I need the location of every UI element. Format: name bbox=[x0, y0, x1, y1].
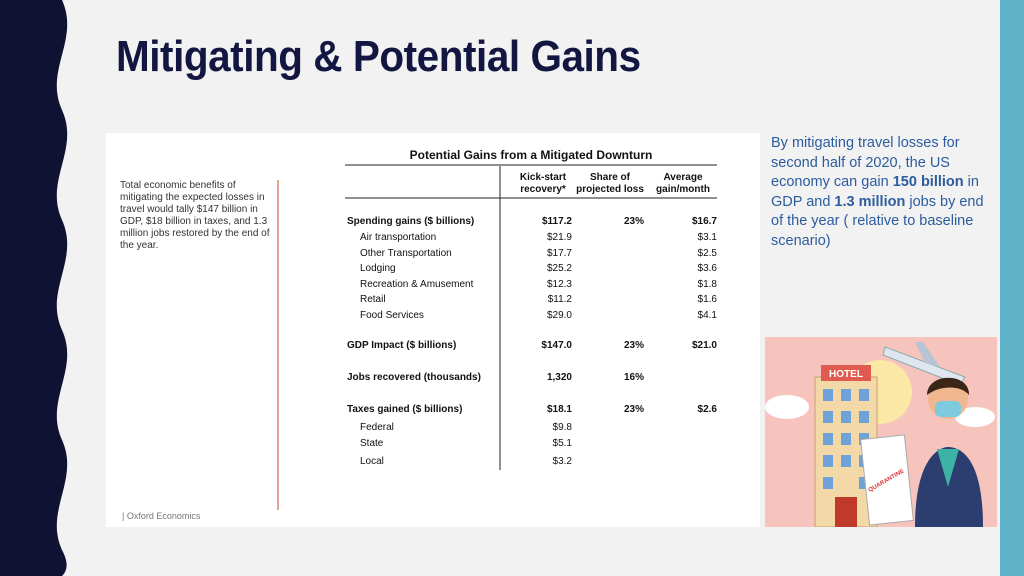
row-label: Lodging bbox=[360, 263, 396, 274]
cell-value: $3.1 bbox=[697, 232, 717, 243]
row-heading: GDP Impact ($ billions) bbox=[347, 340, 457, 351]
cell-value: $2.6 bbox=[697, 404, 717, 415]
summary: By mitigating travel losses for second h… bbox=[771, 134, 996, 251]
cell-value: $18.1 bbox=[546, 404, 572, 415]
cloud bbox=[765, 395, 809, 419]
row-label: Recreation & Amusement bbox=[360, 279, 474, 290]
cell-value: 23% bbox=[623, 404, 644, 415]
summary-text: in GDP and bbox=[771, 174, 979, 210]
row-label: Other Transportation bbox=[360, 248, 452, 259]
cell-value: $1.8 bbox=[697, 279, 717, 290]
cloud bbox=[955, 407, 995, 427]
right-strip bbox=[1000, 0, 1024, 576]
cell-value: $25.2 bbox=[546, 263, 572, 274]
table-panel bbox=[106, 133, 760, 527]
plane-wing bbox=[915, 342, 940, 367]
cell-value: $1.6 bbox=[697, 294, 717, 305]
cell-value: $147.0 bbox=[541, 340, 572, 351]
row-heading: Taxes gained ($ billions) bbox=[347, 404, 463, 415]
cell-value: 23% bbox=[623, 216, 644, 227]
cell-value: $117.2 bbox=[541, 216, 572, 227]
summary-highlight: 150 billion bbox=[892, 174, 964, 190]
cell-value: $9.8 bbox=[552, 422, 572, 433]
cell-value: $29.0 bbox=[546, 310, 572, 321]
slide-title: Mitigating & Potential Gains bbox=[116, 32, 641, 81]
note: Total economic benefits of mitigating th… bbox=[120, 180, 270, 251]
cell-value: 1,320 bbox=[546, 372, 572, 383]
cell-value: $5.1 bbox=[552, 438, 572, 449]
row-label: Air transportation bbox=[360, 232, 437, 243]
cell-value: $3.6 bbox=[697, 263, 717, 274]
source: | Oxford Economics bbox=[122, 511, 201, 521]
document bbox=[860, 434, 914, 526]
row-heading: Spending gains ($ billions) bbox=[347, 216, 475, 227]
cell-value: $12.3 bbox=[546, 279, 572, 290]
cell-value: $2.5 bbox=[697, 248, 717, 259]
hair bbox=[927, 377, 970, 395]
cell-value: 16% bbox=[623, 372, 644, 383]
person-body bbox=[915, 447, 983, 527]
cell-value: $21.0 bbox=[691, 340, 717, 351]
mask bbox=[935, 401, 961, 417]
cell-value: $16.7 bbox=[691, 216, 717, 227]
hotel-sign-text: HOTEL bbox=[829, 369, 863, 380]
cell-value: $21.9 bbox=[546, 232, 572, 243]
cell-value: $4.1 bbox=[697, 310, 717, 321]
hotel-sign bbox=[821, 365, 871, 381]
table-title: Potential Gains from a Mitigated Downtur… bbox=[409, 148, 653, 162]
row-label: State bbox=[360, 438, 384, 449]
summary-text: By mitigating travel losses for second h… bbox=[771, 135, 960, 190]
shirt bbox=[937, 449, 959, 487]
column-header: Kick-start recovery* bbox=[519, 172, 567, 195]
row-label: Federal bbox=[360, 422, 394, 433]
cell-value: $3.2 bbox=[552, 456, 572, 467]
row-label: Local bbox=[360, 456, 384, 467]
wave-strip bbox=[0, 0, 68, 576]
row-label: Retail bbox=[360, 294, 386, 305]
cell-value: $17.7 bbox=[546, 248, 572, 259]
cell-value: $11.2 bbox=[547, 294, 572, 305]
summary-text: jobs by end of the year ( relative to ba… bbox=[771, 193, 984, 249]
row-heading: Jobs recovered (thousands) bbox=[347, 372, 481, 383]
row-label: Food Services bbox=[360, 310, 424, 321]
cell-value: 23% bbox=[623, 340, 644, 351]
column-header: Average gain/month bbox=[656, 172, 710, 195]
column-header: Share of projected loss bbox=[576, 172, 644, 195]
door bbox=[835, 497, 857, 527]
illustration: HOTEL QUARANTINE bbox=[765, 337, 997, 527]
summary-highlight: 1.3 million bbox=[834, 193, 906, 210]
